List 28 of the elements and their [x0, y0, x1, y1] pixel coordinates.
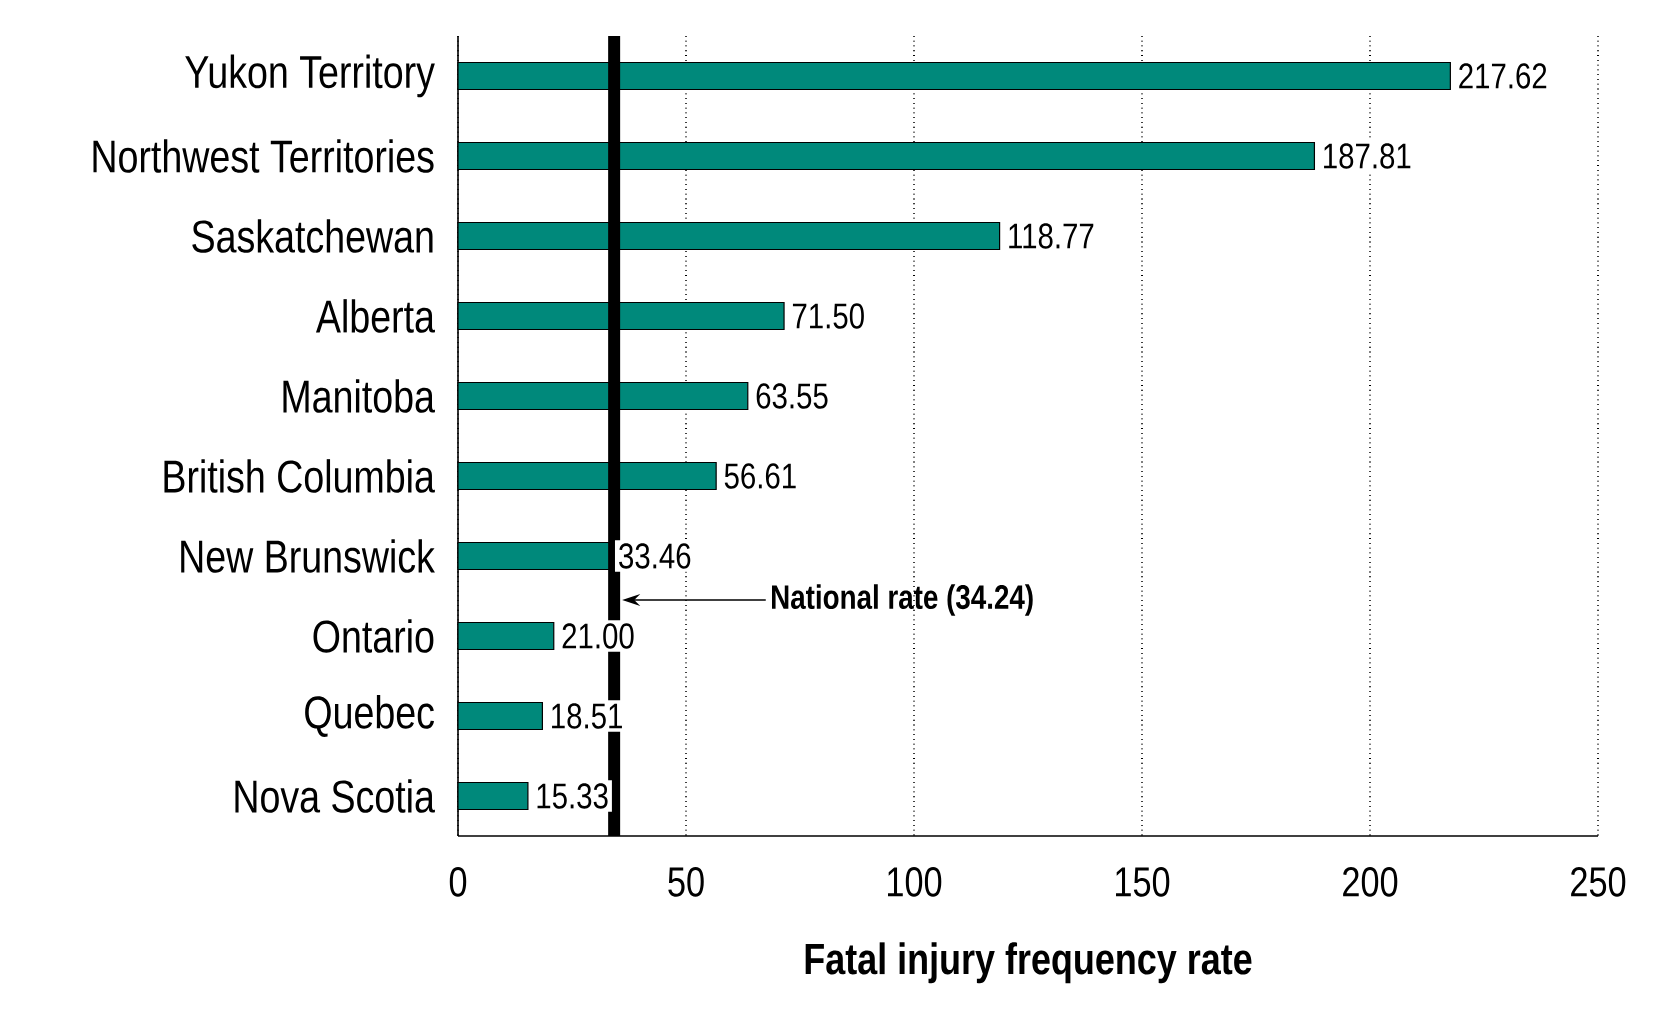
- x-tick-label: 50: [668, 867, 704, 897]
- x-tick-label: 150: [1116, 867, 1170, 897]
- data-label: 15.33: [537, 783, 608, 809]
- x-tick-label: 0: [449, 867, 467, 897]
- data-label: 217.62: [1459, 63, 1547, 89]
- y-tick-label: Yukon Territory: [185, 54, 435, 98]
- data-label: 187.81: [1324, 143, 1411, 169]
- y-tick-label: Quebec: [305, 695, 434, 737]
- y-tick-label: Ontario: [313, 619, 434, 653]
- y-tick-label: Manitoba: [283, 379, 435, 413]
- y-tick-label: New Brunswick: [181, 539, 435, 573]
- data-label: 63.55: [756, 383, 828, 409]
- x-axis-title: Fatal injury frequency rate: [805, 942, 1252, 984]
- y-tick-label: Northwest Territories: [93, 139, 434, 173]
- data-label: 21.00: [562, 623, 634, 649]
- y-tick-label: Alberta: [315, 299, 435, 333]
- y-tick-label: British Columbia: [164, 459, 435, 493]
- data-label: 33.46: [619, 543, 691, 569]
- x-tick-label: 100: [888, 867, 942, 897]
- data-label: 118.77: [1009, 223, 1094, 249]
- y-tick-label: Saskatchewan: [192, 219, 433, 253]
- ref-line-label: National rate (34.24): [772, 584, 1033, 616]
- x-tick-label: 250: [1571, 867, 1626, 897]
- y-tick-label: Nova Scotia: [235, 779, 435, 813]
- data-label: 56.61: [724, 463, 796, 489]
- data-label: 71.50: [792, 303, 864, 329]
- x-tick-label: 200: [1343, 867, 1398, 897]
- data-label: 18.51: [552, 703, 622, 729]
